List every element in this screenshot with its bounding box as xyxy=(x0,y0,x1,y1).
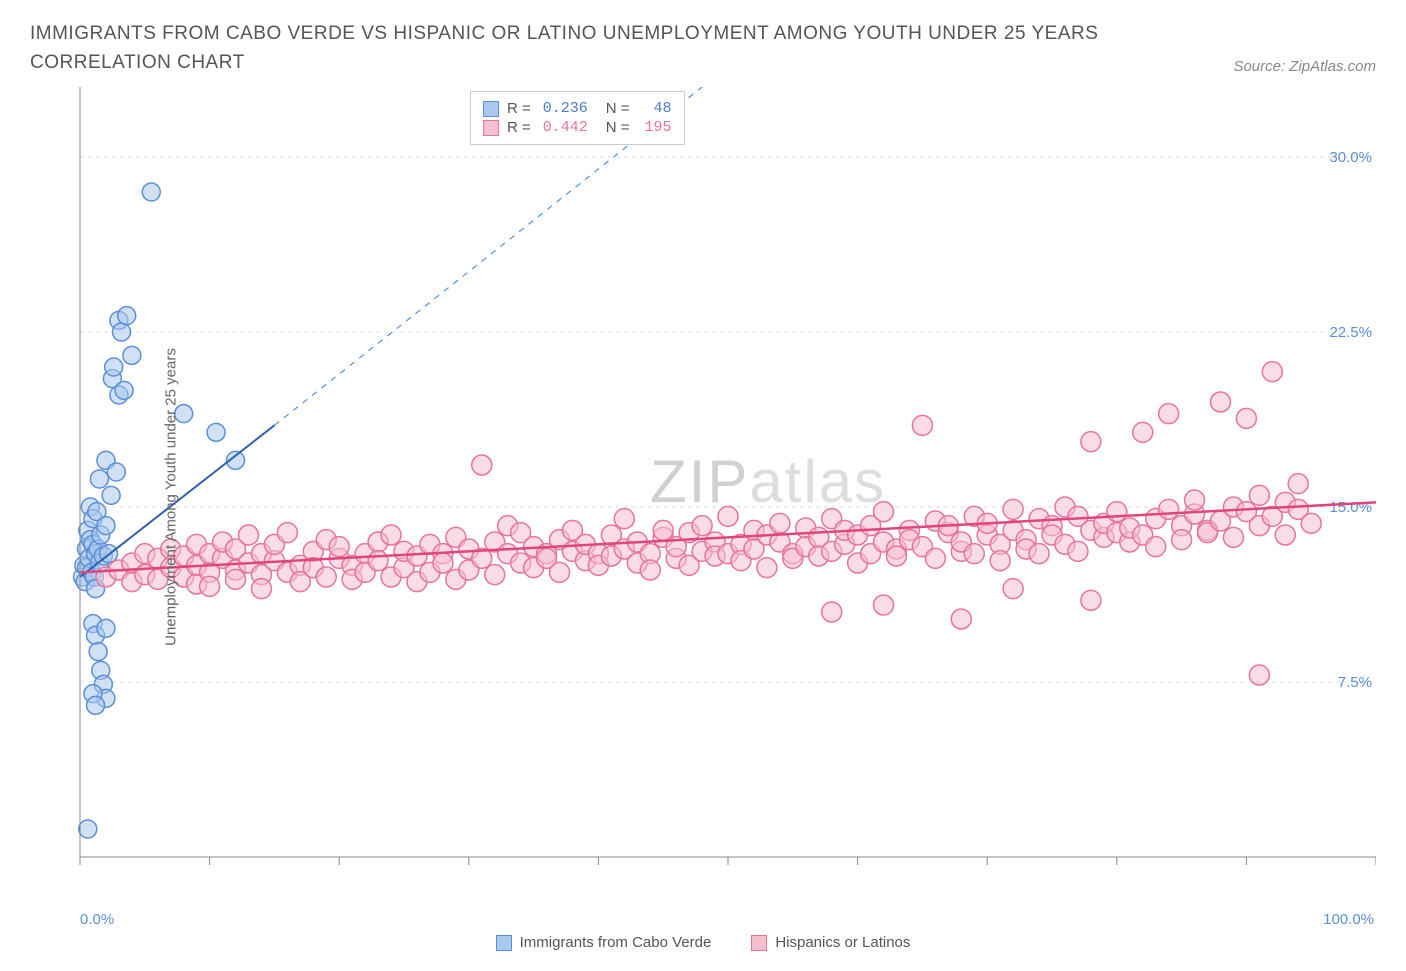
y-tick-label: 7.5% xyxy=(1338,674,1372,691)
data-point xyxy=(640,560,660,580)
points-layer xyxy=(74,183,1322,838)
data-point xyxy=(329,537,349,557)
data-point xyxy=(1146,537,1166,557)
data-point xyxy=(822,602,842,622)
x-axis-max-label: 100.0% xyxy=(1323,911,1374,928)
data-point xyxy=(1249,485,1269,505)
legend-item: Hispanics or Latinos xyxy=(751,934,910,951)
data-point xyxy=(102,486,120,504)
legend-swatch xyxy=(751,935,767,951)
data-point xyxy=(433,553,453,573)
data-point xyxy=(200,576,220,596)
data-point xyxy=(1185,490,1205,510)
stats-swatch xyxy=(483,101,499,117)
data-point xyxy=(226,569,246,589)
data-point xyxy=(1159,404,1179,424)
stats-n-value: 195 xyxy=(638,119,672,136)
legend-item: Immigrants from Cabo Verde xyxy=(496,934,712,951)
data-point xyxy=(238,525,258,545)
stats-box: R = 0.236 N = 48 R = 0.442 N = 195 xyxy=(470,91,685,145)
data-point xyxy=(485,565,505,585)
source-label: Source: ZipAtlas.com xyxy=(1233,58,1376,77)
data-point xyxy=(550,562,570,582)
stats-r-label: R = xyxy=(507,119,531,136)
data-point xyxy=(112,323,130,341)
legend-label: Immigrants from Cabo Verde xyxy=(520,934,712,951)
data-point xyxy=(1003,499,1023,519)
data-point xyxy=(990,551,1010,571)
data-point xyxy=(1288,474,1308,494)
data-point xyxy=(277,523,297,543)
data-point xyxy=(1068,541,1088,561)
y-tick-label: 15.0% xyxy=(1329,499,1372,516)
data-point xyxy=(718,506,738,526)
stats-n-label: N = xyxy=(606,100,630,117)
data-point xyxy=(874,595,894,615)
data-point xyxy=(107,463,125,481)
data-point xyxy=(207,423,225,441)
data-point xyxy=(614,509,634,529)
y-tick-label: 30.0% xyxy=(1329,149,1372,166)
data-point xyxy=(97,517,115,535)
data-point xyxy=(118,307,136,325)
data-point xyxy=(770,513,790,533)
data-point xyxy=(1301,513,1321,533)
data-point xyxy=(368,551,388,571)
stats-n-value: 48 xyxy=(638,100,672,117)
y-tick-label: 22.5% xyxy=(1329,324,1372,341)
data-point xyxy=(472,455,492,475)
data-point xyxy=(1133,422,1153,442)
stats-row: R = 0.442 N = 195 xyxy=(483,119,672,136)
data-point xyxy=(1081,590,1101,610)
legend-bottom: Immigrants from Cabo Verde Hispanics or L… xyxy=(30,934,1376,951)
data-point xyxy=(1029,544,1049,564)
data-point xyxy=(87,696,105,714)
data-point xyxy=(1223,527,1243,547)
chart-container: Unemployment Among Youth under 25 years … xyxy=(30,87,1376,907)
data-point xyxy=(123,346,141,364)
stats-row: R = 0.236 N = 48 xyxy=(483,100,672,117)
data-point xyxy=(105,358,123,376)
chart-title: IMMIGRANTS FROM CABO VERDE VS HISPANIC O… xyxy=(30,20,1130,77)
data-point xyxy=(653,520,673,540)
data-point xyxy=(142,183,160,201)
stats-n-label: N = xyxy=(606,119,630,136)
data-point xyxy=(1107,502,1127,522)
data-point xyxy=(757,558,777,578)
data-point xyxy=(912,415,932,435)
data-point xyxy=(1210,392,1230,412)
legend-label: Hispanics or Latinos xyxy=(775,934,910,951)
stats-r-value: 0.236 xyxy=(539,100,588,117)
data-point xyxy=(251,579,271,599)
x-axis-min-label: 0.0% xyxy=(80,911,114,928)
data-point xyxy=(115,381,133,399)
data-point xyxy=(1262,362,1282,382)
data-point xyxy=(1249,665,1269,685)
stats-r-value: 0.442 xyxy=(539,119,588,136)
data-point xyxy=(97,619,115,637)
data-point xyxy=(1236,408,1256,428)
data-point xyxy=(89,643,107,661)
data-point xyxy=(90,470,108,488)
data-point xyxy=(692,516,712,536)
data-point xyxy=(316,567,336,587)
data-point xyxy=(925,548,945,568)
stats-swatch xyxy=(483,120,499,136)
data-point xyxy=(874,502,894,522)
chart-svg: 7.5% 15.0% 22.5% 30.0% xyxy=(30,87,1376,907)
data-point xyxy=(1003,579,1023,599)
data-point xyxy=(381,525,401,545)
data-point xyxy=(79,820,97,838)
legend-swatch xyxy=(496,935,512,951)
data-point xyxy=(1275,525,1295,545)
data-point xyxy=(1081,432,1101,452)
y-axis-label: Unemployment Among Youth under 25 years xyxy=(162,348,179,646)
x-axis-end-labels: 0.0% 100.0% xyxy=(30,911,1376,928)
data-point xyxy=(1172,530,1192,550)
data-point xyxy=(951,609,971,629)
data-point xyxy=(1159,499,1179,519)
stats-r-label: R = xyxy=(507,100,531,117)
data-point xyxy=(886,546,906,566)
data-point xyxy=(964,544,984,564)
